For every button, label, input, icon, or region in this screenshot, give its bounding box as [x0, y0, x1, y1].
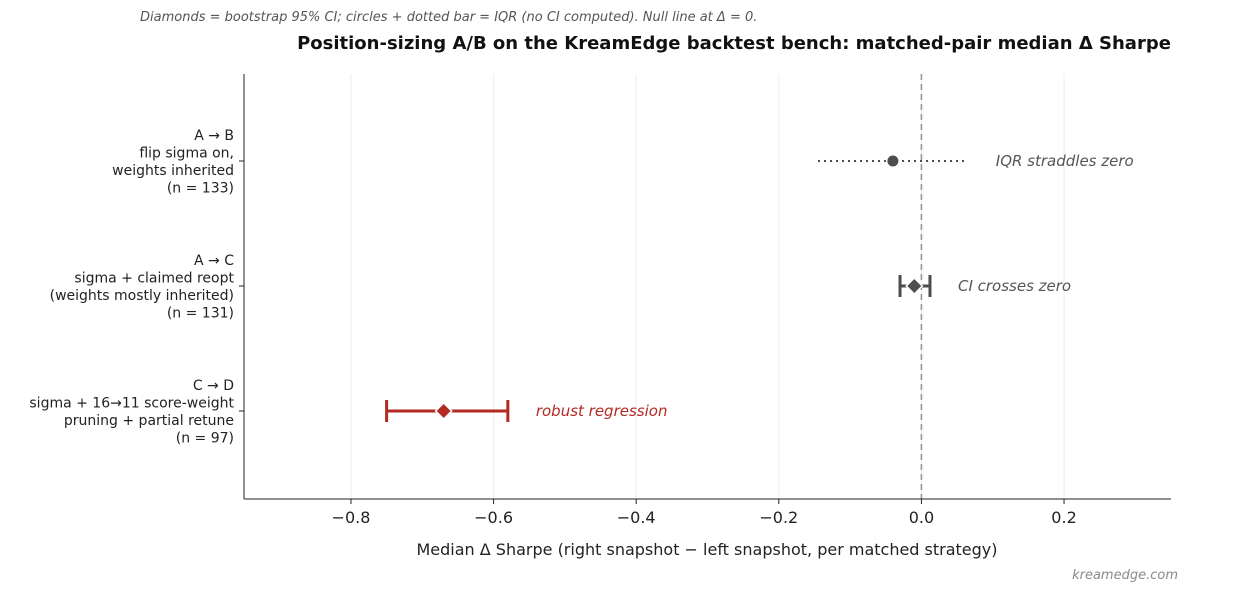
x-tick-label: 0.2: [1051, 508, 1076, 527]
row-annotation: CI crosses zero: [958, 277, 1071, 295]
x-axis-label: Median Δ Sharpe (right snapshot − left s…: [416, 540, 997, 559]
chart-title: Position-sizing A/B on the KreamEdge bac…: [297, 33, 1171, 54]
x-tick-label: −0.6: [474, 508, 513, 527]
row-label-line: A → C: [194, 253, 234, 269]
row-label-line: (n = 97): [176, 430, 234, 446]
x-tick-label: −0.4: [617, 508, 656, 527]
row-label-line: (weights mostly inherited): [50, 288, 234, 304]
median-point: [434, 401, 453, 421]
median-point: [905, 276, 924, 296]
row-label-line: sigma + 16→11 score-weight: [29, 395, 234, 411]
x-tick-label: −0.8: [332, 508, 371, 527]
row-label-line: weights inherited: [112, 163, 234, 179]
median-point: [886, 154, 900, 168]
row-label-line: sigma + claimed reopt: [74, 270, 234, 286]
row-label-line: (n = 131): [167, 305, 234, 321]
source-credit: kreamedge.com: [1072, 568, 1178, 583]
x-tick-label: 0.0: [909, 508, 934, 527]
x-ticks: −0.8 −0.6 −0.4 −0.2 0.0 0.2: [332, 499, 1077, 527]
x-tick-label: −0.2: [759, 508, 798, 527]
row-annotation: IQR straddles zero: [996, 152, 1134, 170]
row-label-line: flip sigma on,: [139, 145, 234, 161]
row-label-line: A → B: [194, 128, 234, 144]
row-label-line: C → D: [193, 378, 234, 394]
chart-caption: Diamonds = bootstrap 95% CI; circles + d…: [140, 10, 757, 25]
row-label-line: pruning + partial retune: [64, 413, 234, 429]
row-annotation: robust regression: [536, 402, 668, 420]
row-label-line: (n = 133): [167, 180, 234, 196]
